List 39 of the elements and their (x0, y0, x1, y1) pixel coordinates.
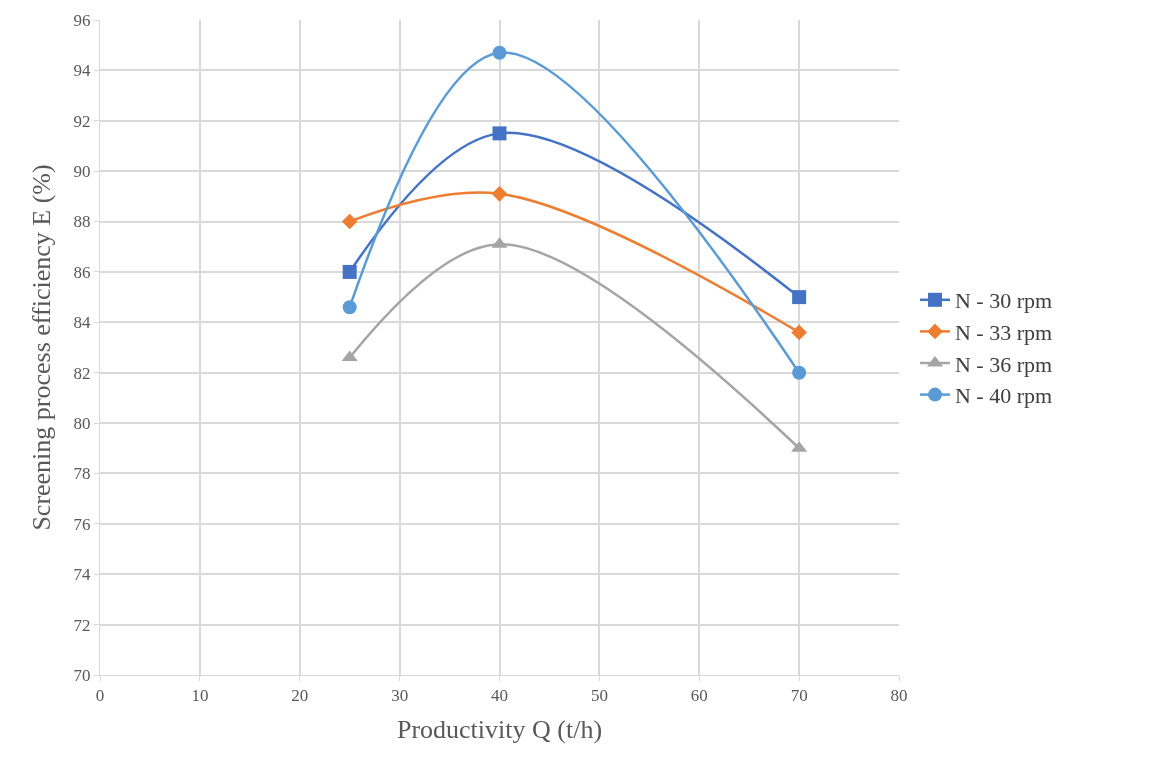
y-tick-label: 84 (73, 313, 92, 333)
y-tick-label: 86 (73, 262, 91, 282)
point (792, 365, 807, 380)
point (342, 264, 357, 279)
point (492, 126, 507, 141)
legend-label: N - 40 rpm (954, 383, 1053, 409)
y-tick-label: 90 (73, 162, 91, 182)
y-tick-label: 70 (73, 665, 91, 685)
x-tick-label: 10 (191, 686, 209, 706)
y-tick-label: 80 (73, 414, 91, 434)
point (341, 213, 358, 230)
y-tick-label: 74 (73, 565, 92, 585)
y-tick-label: 82 (73, 363, 91, 383)
y-tick-label: 94 (73, 61, 92, 81)
point (791, 324, 807, 341)
point (792, 290, 807, 305)
x-tick-label: 0 (95, 686, 105, 706)
y-tick-label: 92 (73, 111, 91, 131)
y-tick-label: 76 (73, 514, 91, 534)
x-tick-label: 30 (391, 686, 409, 706)
point (342, 300, 357, 315)
point (492, 45, 507, 60)
point (341, 350, 358, 362)
legend-label: N - 30 rpm (954, 288, 1053, 314)
y-axis-title: Screening process efficiency E (%) (27, 164, 56, 531)
x-tick-label: 80 (890, 686, 908, 706)
legend-label: N - 36 rpm (954, 351, 1053, 377)
y-tick-label: 78 (73, 464, 91, 484)
x-axis-title: Productivity Q (t/h) (396, 715, 603, 745)
point (491, 186, 508, 202)
legend-label: N - 33 rpm (954, 319, 1053, 345)
y-tick-label: 96 (73, 10, 91, 30)
x-tick-label: 40 (491, 686, 508, 706)
y-tick-label: 72 (73, 615, 91, 635)
x-tick-label: 50 (590, 686, 608, 706)
x-tick-label: 60 (690, 686, 708, 706)
x-tick-label: 70 (790, 686, 808, 706)
x-tick-label: 20 (291, 686, 309, 706)
y-tick-label: 88 (73, 212, 91, 232)
